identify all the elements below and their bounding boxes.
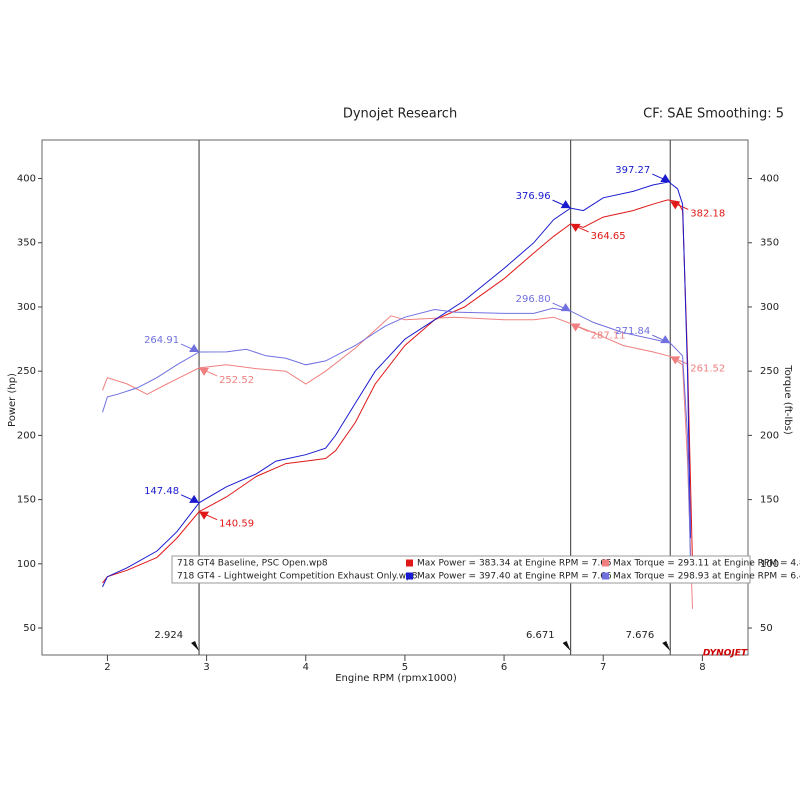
legend-run: 718 GT4 - Lightweight Competition Exhaus… <box>177 572 418 582</box>
series-line <box>102 307 691 564</box>
y-tick-label: 350 <box>17 238 36 249</box>
series-line <box>102 181 691 588</box>
marker-arrow <box>660 174 671 183</box>
marker-label: 271.84 <box>615 326 650 337</box>
marker-arrow <box>560 200 571 209</box>
legend-swatch <box>406 572 413 580</box>
x-tick-label: 3 <box>203 662 209 673</box>
marker-label: 287.11 <box>591 331 626 342</box>
y2-tick-label: 350 <box>760 238 779 249</box>
marker-arrow <box>189 494 200 503</box>
marker-arrow <box>660 335 671 344</box>
marker-label: 140.59 <box>219 519 254 530</box>
marker-arrow <box>199 367 210 376</box>
marker-label: 382.18 <box>690 208 725 219</box>
marker-label: 264.91 <box>144 335 179 346</box>
y2-tick-label: 250 <box>760 366 779 377</box>
x-tick-label: 5 <box>402 662 408 673</box>
y-tick-label: 100 <box>17 559 36 570</box>
y-tick-label: 300 <box>17 302 36 313</box>
legend-label: Max Power = 383.34 at Engine RPM = 7.65 <box>417 559 612 569</box>
y-tick-label: 150 <box>17 495 36 506</box>
cursor-arrow <box>562 641 571 651</box>
marker-arrow <box>560 303 571 312</box>
cursor-label: 6.671 <box>526 630 555 641</box>
cursor-arrow <box>662 641 671 651</box>
y2-tick-label: 100 <box>760 559 779 570</box>
x-axis-label: Engine RPM (rpmx1000) <box>335 673 457 684</box>
x-tick-label: 4 <box>303 662 309 673</box>
series-line <box>102 315 693 609</box>
y-tick-label: 50 <box>23 623 36 634</box>
cursor-label: 2.924 <box>154 630 183 641</box>
legend-swatch <box>406 559 413 567</box>
legend-label: Max Power = 397.40 at Engine RPM = 7.66 <box>417 572 612 582</box>
y-axis-label: Power (hp) <box>7 373 18 427</box>
marker-arrow <box>570 323 581 332</box>
x-tick-label: 7 <box>600 662 606 673</box>
chart-title: Dynojet Research <box>343 107 457 122</box>
marker-label: 261.52 <box>690 363 725 374</box>
y2-tick-label: 200 <box>760 430 779 441</box>
x-tick-label: 8 <box>699 662 705 673</box>
series-line <box>102 199 693 584</box>
y2-axis-label: Torque (ft-lbs) <box>782 364 793 435</box>
y2-tick-label: 50 <box>760 623 773 634</box>
marker-label: 147.48 <box>144 486 179 497</box>
chart-subtitle: CF: SAE Smoothing: 5 <box>643 107 784 122</box>
y-tick-label: 200 <box>17 430 36 441</box>
y2-tick-label: 300 <box>760 302 779 313</box>
legend-label: Max Torque = 293.11 at Engine RPM = 4.86 <box>613 559 800 569</box>
marker-arrow <box>199 511 210 520</box>
marker-label: 364.65 <box>591 231 626 242</box>
legend-box <box>171 555 751 584</box>
marker-arrow <box>670 201 681 210</box>
y2-tick-label: 150 <box>760 495 779 506</box>
x-tick-label: 2 <box>104 662 110 673</box>
x-tick-label: 6 <box>501 662 507 673</box>
logo: DYNOJET <box>703 649 748 659</box>
legend-run: 718 GT4 Baseline, PSC Open.wp8 <box>177 559 328 569</box>
marker-label: 296.80 <box>516 294 551 305</box>
cursor-arrow <box>191 641 200 651</box>
cursor-label: 7.676 <box>626 630 655 641</box>
marker-label: 397.27 <box>615 165 650 176</box>
marker-label: 376.96 <box>516 191 551 202</box>
marker-label: 252.52 <box>219 375 254 386</box>
legend-swatch <box>602 572 609 580</box>
y-tick-label: 250 <box>17 366 36 377</box>
legend-label: Max Torque = 298.93 at Engine RPM = 6.49 <box>613 572 800 582</box>
y2-tick-label: 400 <box>760 174 779 185</box>
y-tick-label: 400 <box>17 174 36 185</box>
marker-arrow <box>570 223 581 232</box>
marker-arrow <box>189 344 200 353</box>
marker-arrow <box>670 356 681 365</box>
legend-swatch <box>602 559 609 567</box>
